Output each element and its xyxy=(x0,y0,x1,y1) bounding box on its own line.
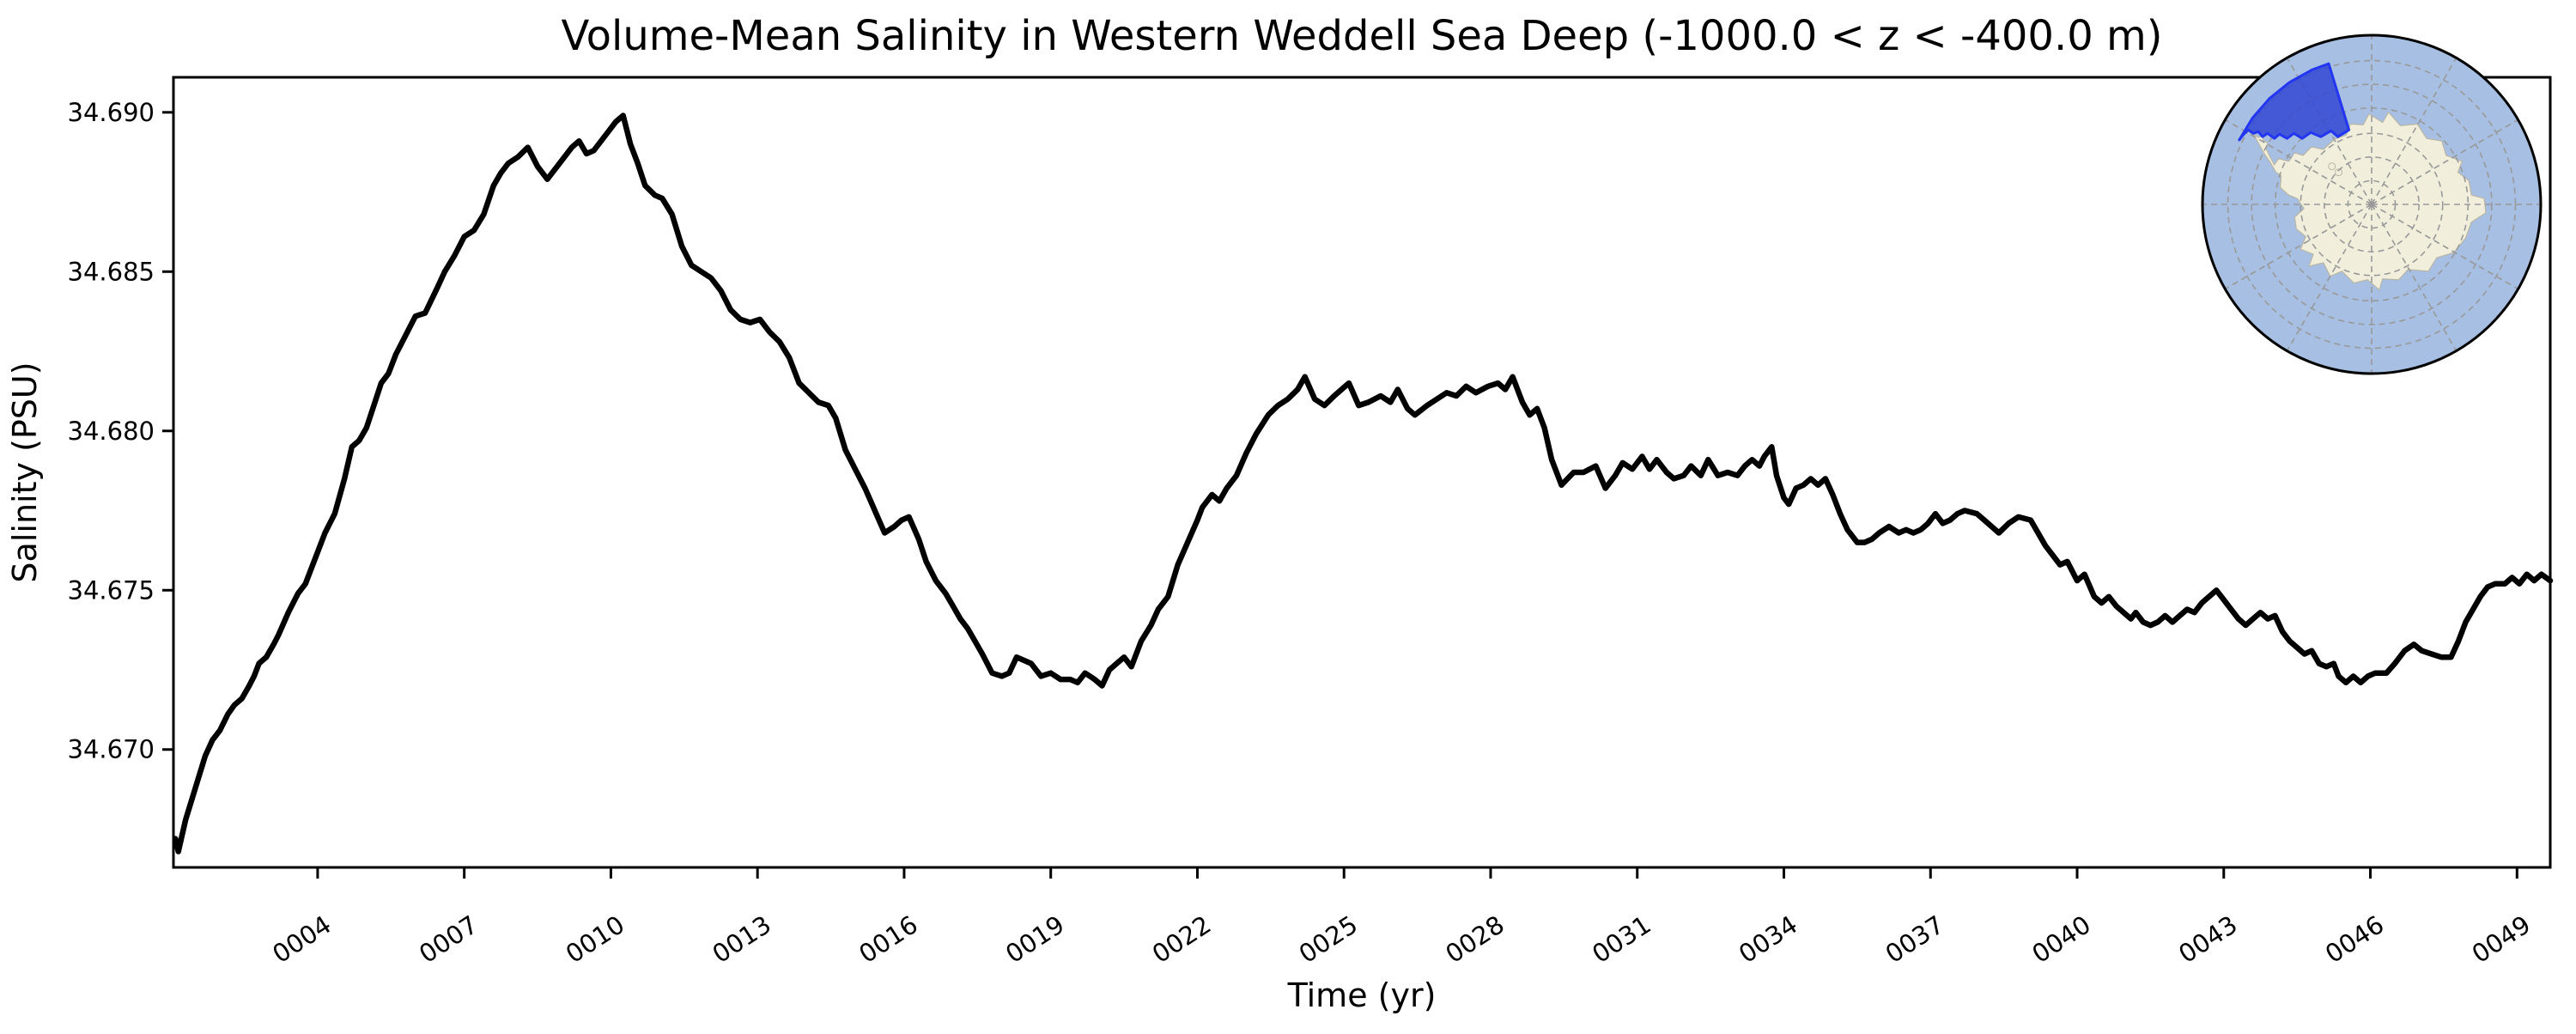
x-tick-label: 0049 xyxy=(2467,909,2536,969)
x-tick-label: 0013 xyxy=(708,909,776,969)
map-island xyxy=(2335,168,2343,177)
y-tick-label: 34.675 xyxy=(68,575,155,605)
map-graticule-meridian xyxy=(2371,204,2458,352)
x-tick-label: 0046 xyxy=(2320,909,2389,969)
map-outline xyxy=(2201,33,2543,375)
x-tick-label: 0040 xyxy=(2026,909,2095,969)
map-graticule-circle xyxy=(2227,59,2517,350)
x-tick-label: 0007 xyxy=(414,909,483,969)
map-graticule-circle xyxy=(2251,83,2493,325)
antarctica-inset-map xyxy=(2201,33,2543,375)
chart-title: Volume-Mean Salinity in Western Weddell … xyxy=(562,12,2163,60)
map-graticule-circle xyxy=(2324,156,2420,252)
x-tick-label: 0034 xyxy=(1734,909,1802,969)
y-tick-label: 34.685 xyxy=(68,257,155,286)
map-graticule-meridian xyxy=(2286,204,2372,352)
map-graticule-meridian xyxy=(2224,119,2372,205)
x-tick-label: 0019 xyxy=(1000,909,1069,969)
y-axis-label: Salinity (PSU) xyxy=(6,362,44,582)
x-axis-label: Time (yr) xyxy=(1287,976,1437,1014)
x-tick-label: 0025 xyxy=(1294,909,1363,969)
x-tick-label: 0004 xyxy=(267,909,336,969)
x-tick-label: 0010 xyxy=(561,909,629,969)
x-tick-label: 0043 xyxy=(2173,909,2242,969)
map-graticule-meridian xyxy=(2371,57,2458,205)
x-tick-label: 0022 xyxy=(1147,909,1216,969)
x-tick-label: 0031 xyxy=(1587,909,1656,969)
x-tick-label: 0028 xyxy=(1440,909,1509,969)
map-graticule-meridian xyxy=(2224,204,2372,290)
y-tick-label: 34.690 xyxy=(68,98,155,127)
map-graticule-meridian xyxy=(2371,119,2519,205)
x-tick-label: 0016 xyxy=(854,909,922,969)
map-graticule-circle xyxy=(2300,132,2444,277)
map-island xyxy=(2328,162,2336,171)
y-tick-label: 34.680 xyxy=(68,417,155,446)
plot-area xyxy=(172,76,2552,869)
y-tick-label: 34.670 xyxy=(68,735,155,764)
map-graticule-meridian xyxy=(2371,204,2519,290)
map-region-western-weddell xyxy=(2238,62,2351,142)
x-tick-label: 0037 xyxy=(1880,909,1949,969)
salinity-line xyxy=(173,113,2554,855)
